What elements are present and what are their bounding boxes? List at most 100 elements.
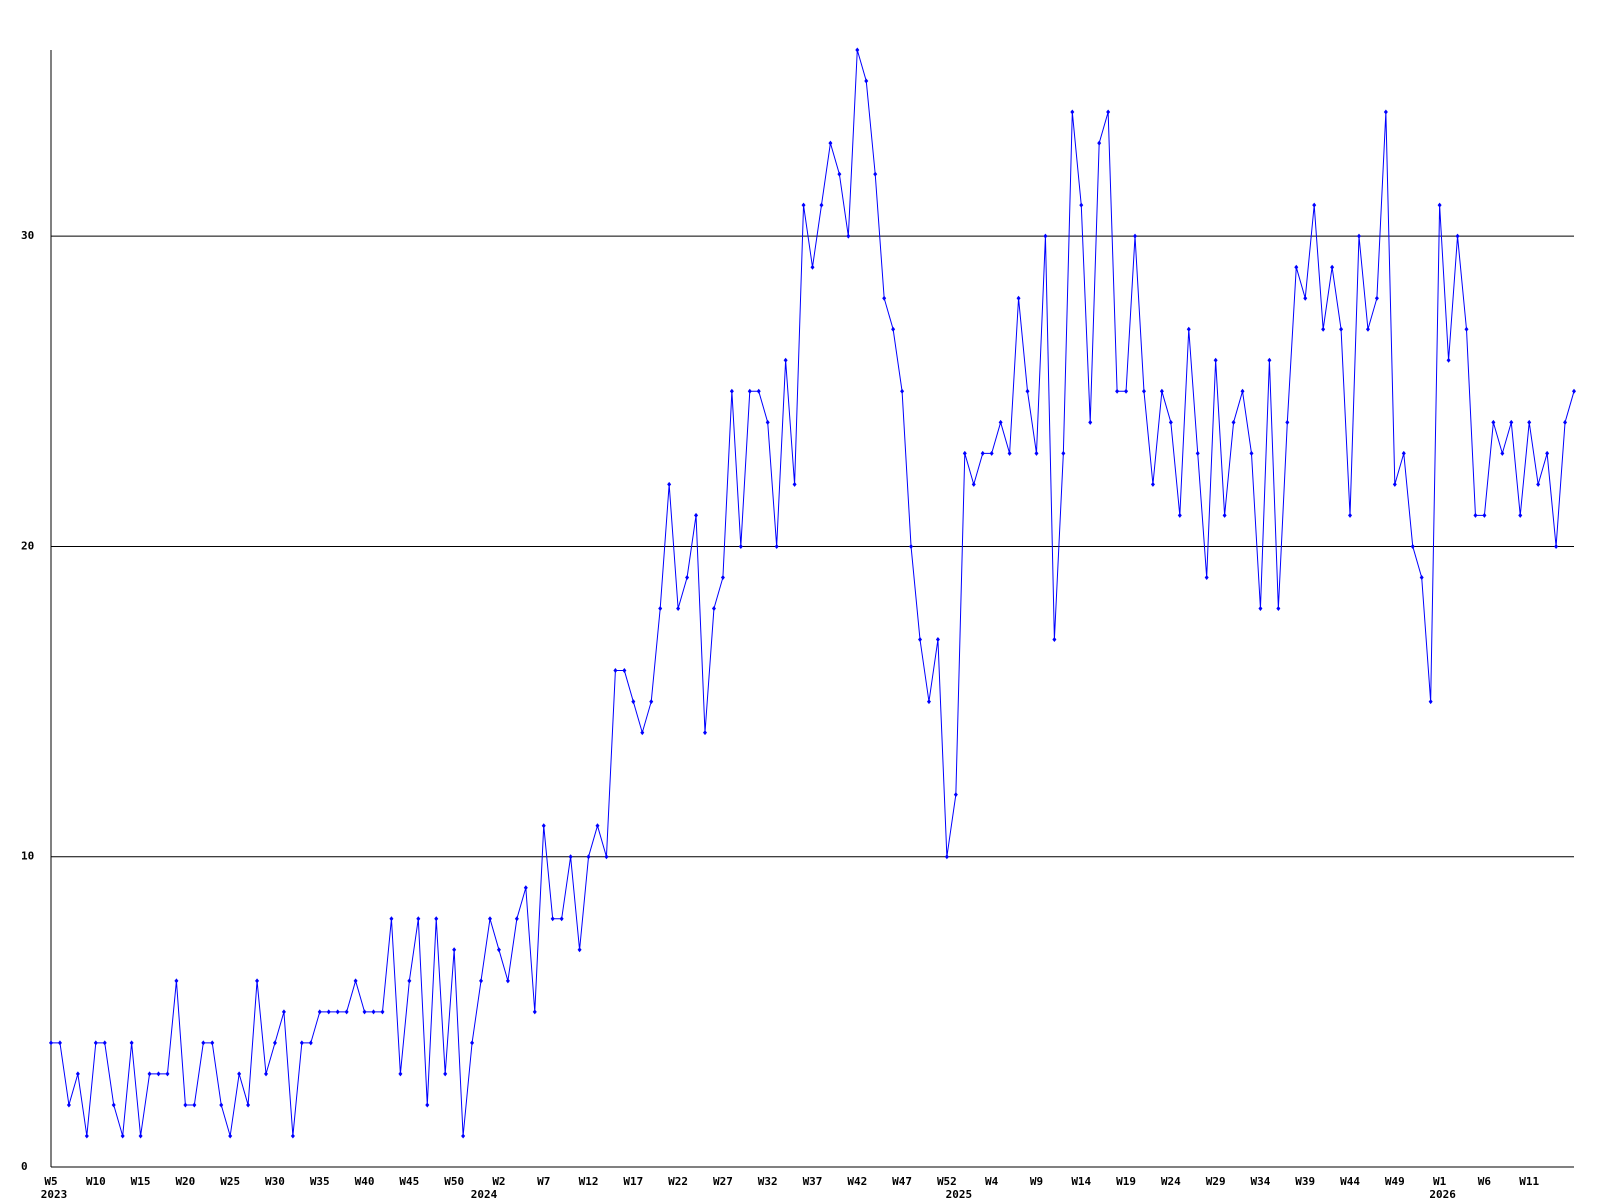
point-marker [219,1102,224,1108]
point-marker [1150,481,1155,487]
point-marker [1455,233,1460,239]
point-marker [595,823,600,829]
point-marker [801,202,806,208]
point-marker [989,450,994,456]
point-marker [1473,512,1478,518]
point-marker [371,1009,376,1015]
point-marker [1312,202,1317,208]
point-marker [1276,606,1281,611]
x-year-label: 2023 [41,1188,68,1200]
point-marker [84,1133,89,1139]
x-year-label: 2026 [1429,1188,1456,1200]
point-marker [1321,326,1326,332]
point-marker [129,1040,134,1046]
point-marker [918,637,923,643]
point-marker [1052,637,1057,643]
point-marker [505,978,510,984]
point-marker [819,202,824,208]
point-marker [1222,512,1227,518]
point-marker [1070,109,1075,115]
point-marker [111,1102,116,1108]
point-marker [1563,419,1568,425]
point-marker [246,1102,251,1108]
point-marker [622,668,627,674]
point-marker [102,1040,107,1046]
x-tick-label: W4 [985,1175,999,1188]
point-marker [1554,543,1559,549]
point-marker [416,916,421,922]
point-marker [640,730,645,736]
point-marker [1088,419,1093,425]
x-tick-label: W9 [1030,1175,1043,1188]
point-marker [873,171,878,177]
point-marker [272,1040,277,1046]
point-marker [1195,450,1200,456]
point-marker [1124,388,1129,394]
x-tick-label: W20 [175,1175,195,1188]
point-marker [174,978,179,984]
x-tick-label: W40 [355,1175,375,1188]
y-tick-label: 20 [21,539,34,552]
point-marker [1258,606,1263,611]
point-marker [290,1133,295,1139]
x-tick-label: W52 [937,1175,957,1188]
x-tick-label: W12 [579,1175,599,1188]
x-tick-label: W29 [1206,1175,1226,1188]
point-marker [398,1071,403,1077]
point-marker [891,326,896,332]
point-marker [443,1071,448,1077]
point-marker [1410,543,1415,549]
point-marker [452,947,457,953]
point-marker [541,823,546,829]
point-marker [1249,450,1254,456]
point-marker [1536,481,1541,487]
point-marker [568,854,573,860]
point-marker [1025,388,1030,394]
point-marker [1365,326,1370,332]
point-marker [434,916,439,922]
x-tick-label: W30 [265,1175,285,1188]
point-marker [470,1040,475,1046]
point-marker [93,1040,98,1046]
point-marker [1401,450,1406,456]
point-marker [586,854,591,860]
point-marker [1141,388,1146,394]
x-tick-label: W5 [44,1175,57,1188]
x-tick-label: W50 [444,1175,464,1188]
point-marker [1303,295,1308,301]
x-tick-label: W47 [892,1175,912,1188]
x-tick-label: W42 [847,1175,867,1188]
point-marker [532,1009,537,1015]
point-marker [147,1071,152,1077]
point-marker [550,916,555,922]
point-marker [962,450,967,456]
point-marker [998,419,1003,425]
y-tick-label: 10 [21,850,34,863]
x-tick-label: W37 [803,1175,823,1188]
point-marker [75,1071,80,1077]
point-marker [57,1040,62,1046]
point-marker [792,481,797,487]
point-marker [1240,388,1245,394]
point-marker [694,512,699,518]
x-tick-label: W19 [1116,1175,1136,1188]
point-marker [702,730,707,736]
x-tick-label: W11 [1519,1175,1539,1188]
point-marker [935,637,940,643]
point-marker [1294,264,1299,270]
point-marker [900,388,905,394]
point-marker [1545,450,1550,456]
series-line [51,49,1575,1137]
point-marker [1213,357,1218,363]
point-marker [774,543,779,549]
point-marker [1106,109,1111,115]
point-marker [864,78,869,84]
point-marker [1527,419,1532,425]
point-marker [138,1133,143,1139]
point-marker [649,699,654,705]
point-marker [1016,295,1021,301]
point-marker [711,606,716,611]
point-marker [980,450,985,456]
